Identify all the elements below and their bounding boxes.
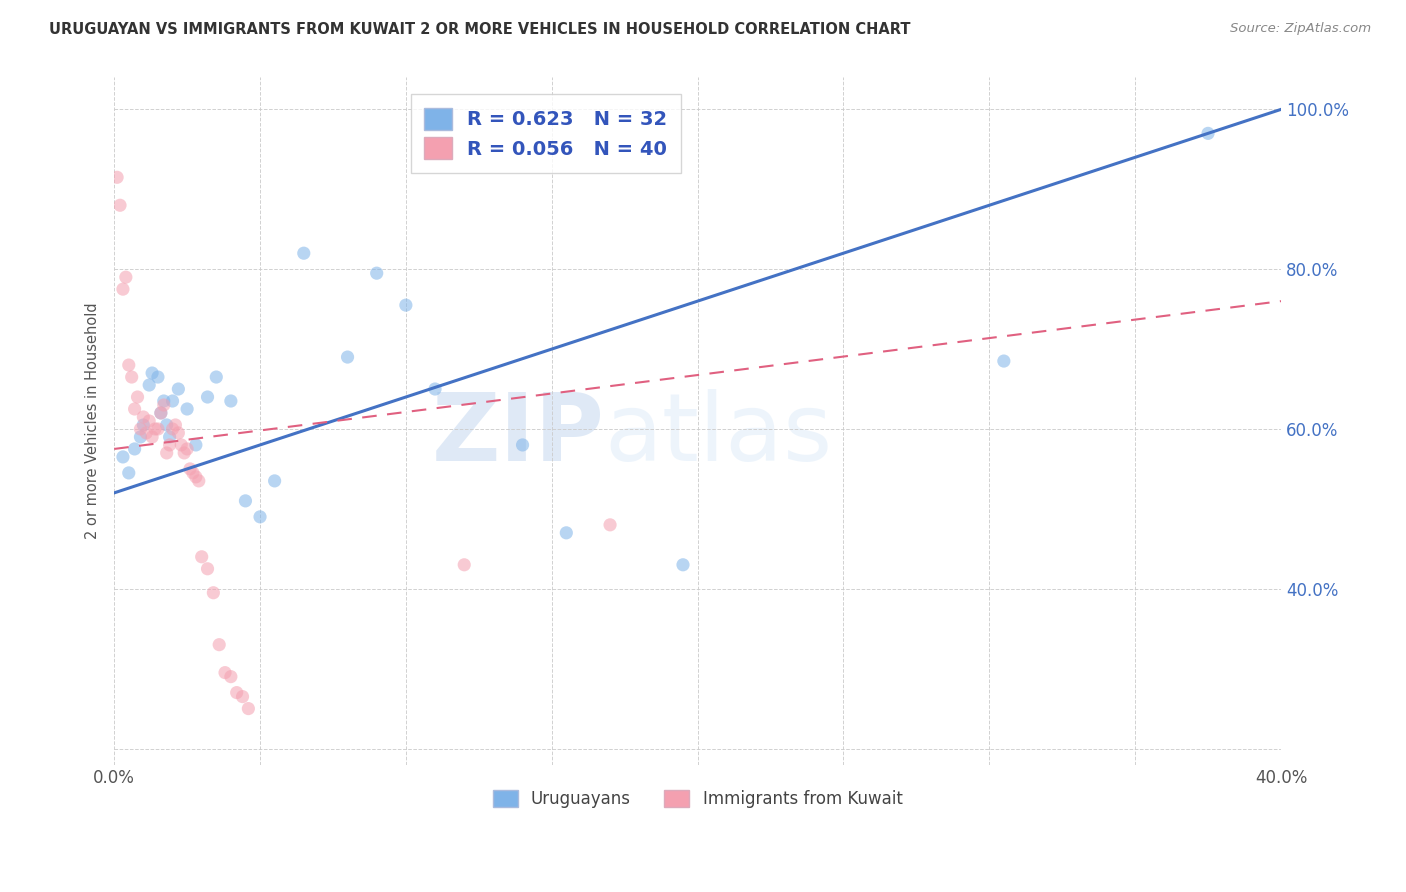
- Point: [184, 470, 207, 484]
- Point: [138, 378, 160, 392]
- Point: [170, 438, 193, 452]
- Point: [176, 402, 198, 417]
- Text: ZIP: ZIP: [432, 389, 605, 481]
- Point: [292, 246, 315, 260]
- Point: [149, 406, 172, 420]
- Point: [231, 690, 253, 704]
- Point: [672, 558, 695, 572]
- Point: [263, 474, 285, 488]
- Point: [115, 270, 138, 285]
- Point: [162, 422, 184, 436]
- Point: [512, 438, 534, 452]
- Point: [162, 394, 184, 409]
- Point: [135, 425, 157, 440]
- Point: [146, 422, 169, 436]
- Point: [214, 665, 236, 680]
- Point: [187, 474, 209, 488]
- Point: [219, 394, 242, 409]
- Point: [190, 549, 212, 564]
- Point: [249, 509, 271, 524]
- Point: [159, 430, 181, 444]
- Point: [423, 382, 446, 396]
- Point: [181, 466, 204, 480]
- Point: [167, 425, 190, 440]
- Point: [129, 422, 152, 436]
- Point: [156, 446, 179, 460]
- Point: [132, 409, 155, 424]
- Point: [235, 494, 257, 508]
- Point: [141, 430, 163, 444]
- Point: [159, 438, 181, 452]
- Point: [127, 390, 149, 404]
- Point: [129, 430, 152, 444]
- Point: [149, 406, 172, 420]
- Point: [141, 366, 163, 380]
- Point: [152, 394, 174, 409]
- Point: [336, 350, 359, 364]
- Point: [156, 417, 179, 432]
- Point: [124, 402, 146, 417]
- Point: [176, 442, 198, 456]
- Point: [366, 266, 388, 280]
- Point: [124, 442, 146, 456]
- Point: [118, 466, 141, 480]
- Point: [165, 417, 187, 432]
- Point: [105, 170, 128, 185]
- Point: [208, 638, 231, 652]
- Point: [167, 382, 190, 396]
- Point: [132, 417, 155, 432]
- Point: [108, 198, 131, 212]
- Point: [121, 370, 143, 384]
- Point: [143, 422, 166, 436]
- Point: [453, 558, 475, 572]
- Point: [555, 525, 578, 540]
- Legend: Uruguayans, Immigrants from Kuwait: Uruguayans, Immigrants from Kuwait: [486, 783, 910, 814]
- Point: [179, 462, 201, 476]
- Point: [1197, 127, 1219, 141]
- Point: [197, 390, 219, 404]
- Point: [118, 358, 141, 372]
- Point: [395, 298, 418, 312]
- Point: [993, 354, 1015, 368]
- Point: [111, 282, 134, 296]
- Text: Source: ZipAtlas.com: Source: ZipAtlas.com: [1230, 22, 1371, 36]
- Point: [202, 586, 225, 600]
- Point: [146, 370, 169, 384]
- Text: URUGUAYAN VS IMMIGRANTS FROM KUWAIT 2 OR MORE VEHICLES IN HOUSEHOLD CORRELATION : URUGUAYAN VS IMMIGRANTS FROM KUWAIT 2 OR…: [49, 22, 911, 37]
- Point: [184, 438, 207, 452]
- Point: [238, 701, 260, 715]
- Y-axis label: 2 or more Vehicles in Household: 2 or more Vehicles in Household: [86, 302, 100, 540]
- Text: atlas: atlas: [605, 389, 832, 481]
- Point: [197, 562, 219, 576]
- Point: [173, 446, 195, 460]
- Point: [152, 398, 174, 412]
- Point: [599, 517, 621, 532]
- Point: [111, 450, 134, 464]
- Point: [219, 670, 242, 684]
- Point: [205, 370, 228, 384]
- Point: [138, 414, 160, 428]
- Point: [225, 685, 247, 699]
